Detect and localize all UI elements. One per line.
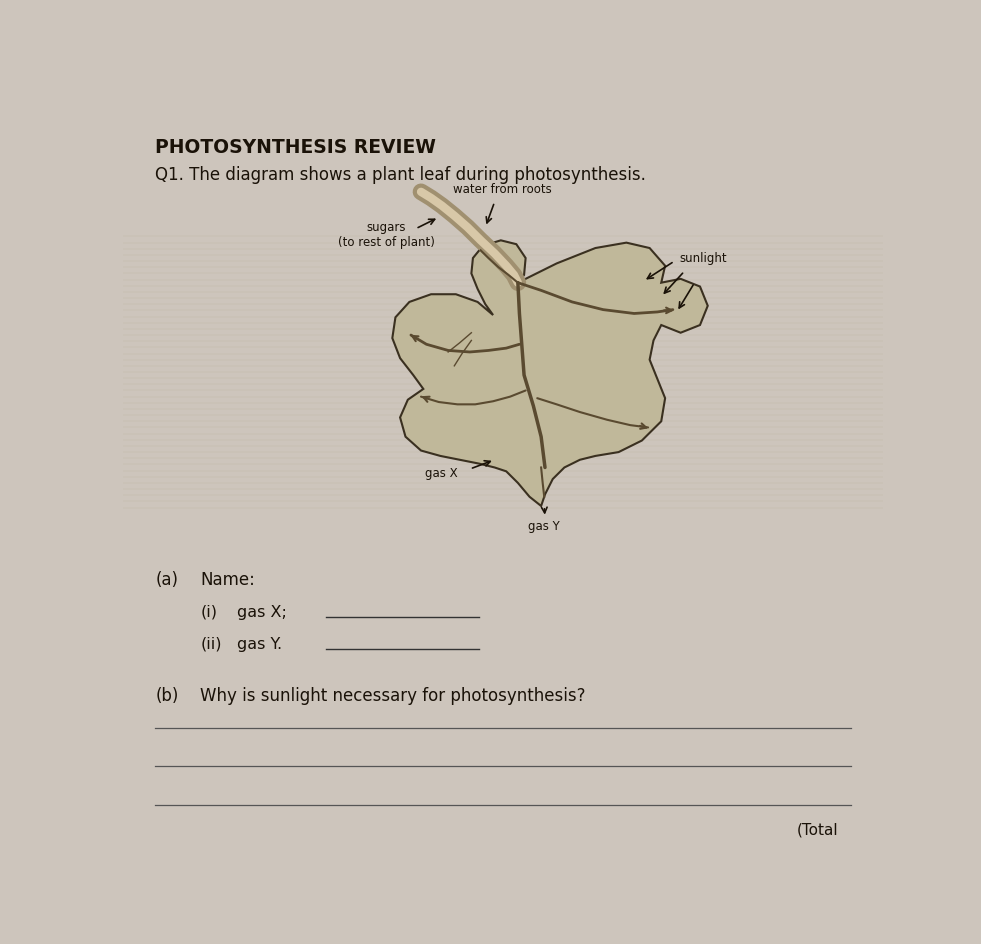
Text: gas X: gas X xyxy=(425,467,457,480)
Text: (Total: (Total xyxy=(797,822,839,837)
Text: water from roots: water from roots xyxy=(453,183,551,196)
Text: (i): (i) xyxy=(200,604,217,619)
Text: (a): (a) xyxy=(155,571,179,589)
Text: sunlight: sunlight xyxy=(679,251,727,264)
Text: gas X;: gas X; xyxy=(237,604,287,619)
Text: (b): (b) xyxy=(155,687,179,705)
Text: gas Y.: gas Y. xyxy=(237,637,283,652)
Text: (ii): (ii) xyxy=(200,637,222,652)
Text: PHOTOSYNTHESIS REVIEW: PHOTOSYNTHESIS REVIEW xyxy=(155,138,436,157)
Polygon shape xyxy=(392,241,707,506)
Text: Q1. The diagram shows a plant leaf during photosynthesis.: Q1. The diagram shows a plant leaf durin… xyxy=(155,165,646,184)
Text: Name:: Name: xyxy=(200,571,255,589)
Text: Why is sunlight necessary for photosynthesis?: Why is sunlight necessary for photosynth… xyxy=(200,687,586,705)
Text: sugars
(to rest of plant): sugars (to rest of plant) xyxy=(337,221,435,249)
Text: gas Y: gas Y xyxy=(528,520,559,532)
